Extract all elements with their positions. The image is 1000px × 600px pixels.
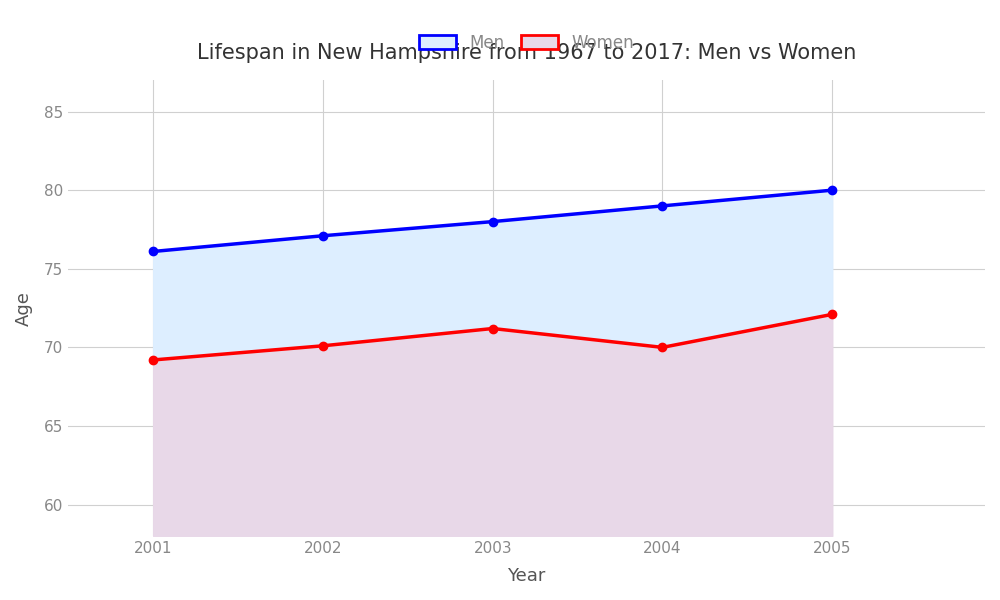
Men [656, 202, 668, 209]
Women [487, 325, 499, 332]
Y-axis label: Age: Age [15, 290, 33, 326]
Men [826, 187, 838, 194]
Title: Lifespan in New Hampshire from 1967 to 2017: Men vs Women: Lifespan in New Hampshire from 1967 to 2… [197, 43, 856, 63]
Line: Men: Men [149, 186, 836, 256]
Women [826, 311, 838, 318]
Women [147, 356, 159, 364]
Legend: Men, Women: Men, Women [419, 34, 634, 52]
Women [656, 344, 668, 351]
X-axis label: Year: Year [507, 567, 546, 585]
Line: Women: Women [149, 310, 836, 364]
Men [147, 248, 159, 255]
Men [487, 218, 499, 225]
Men [317, 232, 329, 239]
Women [317, 342, 329, 349]
